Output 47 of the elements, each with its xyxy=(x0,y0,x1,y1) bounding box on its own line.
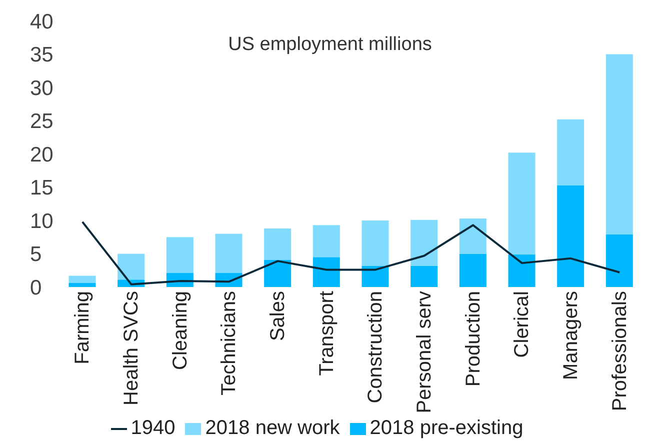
bar xyxy=(557,119,584,186)
legend-label: 2018 new work xyxy=(205,417,340,439)
y-tick-label: 0 xyxy=(30,276,42,300)
y-tick-label: 20 xyxy=(30,143,54,166)
x-tick-label: Professionals xyxy=(608,291,631,412)
bar xyxy=(362,266,389,287)
x-tick-label: Health SVCs xyxy=(120,291,142,406)
legend-label: 2018 pre-existing xyxy=(370,417,524,439)
text: US employment millions xyxy=(228,34,432,55)
x-tick-label: Clerical xyxy=(511,291,534,358)
bar xyxy=(410,220,438,266)
bar xyxy=(215,234,242,274)
bar xyxy=(312,257,340,287)
x-tick-label: Transport xyxy=(316,290,338,376)
y-tick-label: 25 xyxy=(30,110,54,134)
bar xyxy=(459,218,486,254)
x-tick-label: Sales xyxy=(266,291,289,342)
line-series xyxy=(81,220,621,286)
bar xyxy=(264,260,292,287)
x-tick-label: Construction xyxy=(364,291,387,404)
bar xyxy=(606,54,633,234)
bar xyxy=(264,228,292,260)
bar xyxy=(68,276,96,284)
x-tick-label: Farming xyxy=(72,291,94,364)
x-tick-label: Personal serv xyxy=(413,291,436,414)
y-tick-label: 5 xyxy=(30,243,42,266)
x-tick-label: Managers xyxy=(560,291,582,380)
legend-label: 1940 xyxy=(130,417,176,439)
bar xyxy=(606,234,633,287)
x-tick-label: Cleaning xyxy=(169,291,192,370)
bar xyxy=(68,283,96,287)
y-tick-label: 15 xyxy=(30,176,54,200)
y-tick-label: 10 xyxy=(30,210,54,233)
x-tick-label: Technicians xyxy=(218,291,240,396)
bar xyxy=(557,185,584,287)
bar xyxy=(118,254,145,280)
bar xyxy=(508,152,536,254)
bar xyxy=(312,225,340,258)
y-tick-label: 30 xyxy=(30,76,54,100)
bar xyxy=(410,266,438,287)
bar xyxy=(459,254,486,287)
y-tick-label: 40 xyxy=(30,10,54,34)
y-tick-label: 35 xyxy=(30,44,54,67)
bar xyxy=(166,237,194,274)
bar xyxy=(362,220,389,266)
bar xyxy=(508,254,536,287)
x-tick-label: Production xyxy=(462,291,484,387)
